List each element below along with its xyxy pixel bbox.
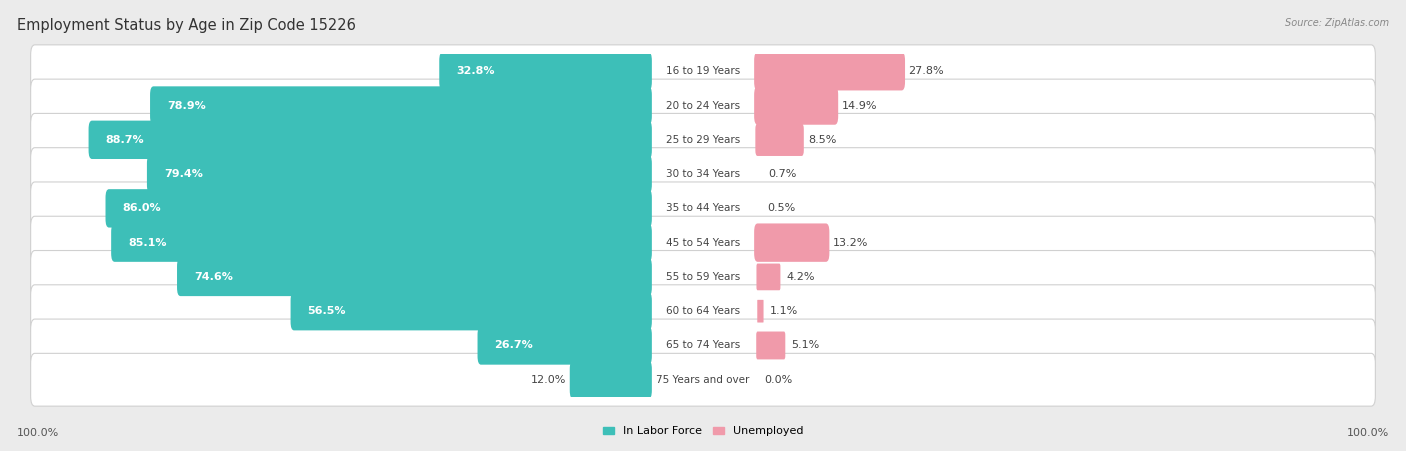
- Text: 0.0%: 0.0%: [765, 375, 793, 385]
- FancyBboxPatch shape: [754, 52, 905, 91]
- Text: 35 to 44 Years: 35 to 44 Years: [666, 203, 740, 213]
- FancyBboxPatch shape: [31, 45, 1375, 98]
- FancyBboxPatch shape: [31, 79, 1375, 132]
- FancyBboxPatch shape: [31, 250, 1375, 304]
- FancyBboxPatch shape: [754, 86, 838, 125]
- Text: Source: ZipAtlas.com: Source: ZipAtlas.com: [1285, 18, 1389, 28]
- FancyBboxPatch shape: [111, 223, 652, 262]
- Text: 100.0%: 100.0%: [17, 428, 59, 438]
- FancyBboxPatch shape: [756, 263, 780, 290]
- Text: 14.9%: 14.9%: [842, 101, 877, 110]
- FancyBboxPatch shape: [569, 360, 652, 399]
- FancyBboxPatch shape: [478, 326, 652, 365]
- Text: 4.2%: 4.2%: [786, 272, 814, 282]
- Text: 25 to 29 Years: 25 to 29 Years: [666, 135, 740, 145]
- Text: 100.0%: 100.0%: [1347, 428, 1389, 438]
- Text: 8.5%: 8.5%: [808, 135, 837, 145]
- FancyBboxPatch shape: [150, 86, 652, 125]
- Text: Employment Status by Age in Zip Code 15226: Employment Status by Age in Zip Code 152…: [17, 18, 356, 33]
- Text: 78.9%: 78.9%: [167, 101, 205, 110]
- FancyBboxPatch shape: [439, 52, 652, 91]
- Text: 85.1%: 85.1%: [128, 238, 167, 248]
- FancyBboxPatch shape: [758, 300, 763, 322]
- Text: 13.2%: 13.2%: [832, 238, 868, 248]
- Text: 12.0%: 12.0%: [531, 375, 567, 385]
- FancyBboxPatch shape: [31, 319, 1375, 372]
- FancyBboxPatch shape: [31, 113, 1375, 166]
- Text: 27.8%: 27.8%: [908, 66, 943, 76]
- FancyBboxPatch shape: [31, 216, 1375, 269]
- FancyBboxPatch shape: [754, 223, 830, 262]
- Text: 5.1%: 5.1%: [790, 341, 820, 350]
- Text: 60 to 64 Years: 60 to 64 Years: [666, 306, 740, 316]
- Text: 45 to 54 Years: 45 to 54 Years: [666, 238, 740, 248]
- Text: 30 to 34 Years: 30 to 34 Years: [666, 169, 740, 179]
- Text: 1.1%: 1.1%: [770, 306, 799, 316]
- Text: 65 to 74 Years: 65 to 74 Years: [666, 341, 740, 350]
- FancyBboxPatch shape: [31, 147, 1375, 201]
- Text: 88.7%: 88.7%: [105, 135, 145, 145]
- FancyBboxPatch shape: [89, 120, 652, 159]
- Text: 56.5%: 56.5%: [308, 306, 346, 316]
- FancyBboxPatch shape: [105, 189, 652, 228]
- FancyBboxPatch shape: [146, 155, 652, 193]
- Text: 79.4%: 79.4%: [165, 169, 202, 179]
- FancyBboxPatch shape: [177, 258, 652, 296]
- Text: 55 to 59 Years: 55 to 59 Years: [666, 272, 740, 282]
- FancyBboxPatch shape: [756, 331, 786, 359]
- Text: 0.5%: 0.5%: [766, 203, 796, 213]
- Text: 75 Years and over: 75 Years and over: [657, 375, 749, 385]
- Legend: In Labor Force, Unemployed: In Labor Force, Unemployed: [598, 422, 808, 441]
- FancyBboxPatch shape: [755, 124, 804, 156]
- FancyBboxPatch shape: [31, 353, 1375, 406]
- Text: 20 to 24 Years: 20 to 24 Years: [666, 101, 740, 110]
- Text: 26.7%: 26.7%: [495, 341, 533, 350]
- Text: 0.7%: 0.7%: [768, 169, 796, 179]
- FancyBboxPatch shape: [291, 292, 652, 331]
- Text: 74.6%: 74.6%: [194, 272, 233, 282]
- Text: 32.8%: 32.8%: [457, 66, 495, 76]
- FancyBboxPatch shape: [31, 285, 1375, 338]
- Text: 16 to 19 Years: 16 to 19 Years: [666, 66, 740, 76]
- Text: 86.0%: 86.0%: [122, 203, 162, 213]
- FancyBboxPatch shape: [31, 182, 1375, 235]
